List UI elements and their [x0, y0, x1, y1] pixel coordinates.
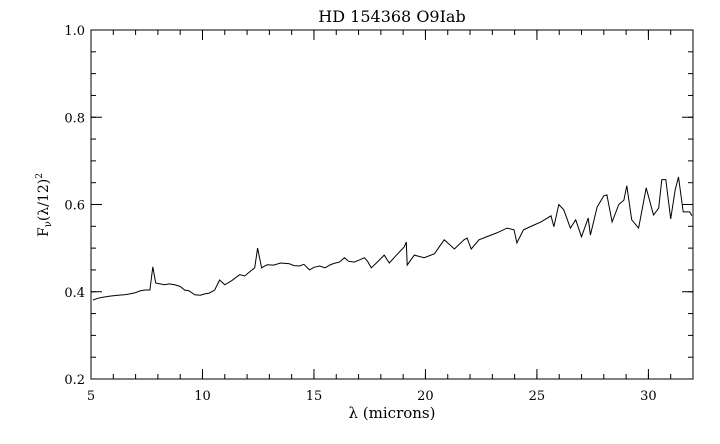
series-line — [92, 176, 693, 301]
y-axis-label-sup: 2 — [35, 173, 45, 179]
x-tick-label: 25 — [529, 389, 546, 404]
x-tick-labels: 5 10 15 20 25 30 — [87, 389, 657, 404]
x-axis-label: λ (microns) — [349, 404, 436, 422]
y-tick-label: 0.8 — [64, 111, 85, 126]
plot-frame — [90, 29, 694, 380]
y-tick-labels: 0.2 0.4 0.6 0.8 1.0 — [64, 24, 85, 388]
x-tick-label: 20 — [417, 389, 434, 404]
x-tick-label: 5 — [87, 389, 95, 404]
y-axis-label-sub: ν — [43, 221, 54, 227]
y-tick-label: 0.2 — [64, 373, 85, 388]
axis-ticks — [90, 29, 694, 380]
chart-title: HD 154368 O9Iab — [318, 7, 465, 26]
x-tick-label: 30 — [640, 389, 657, 404]
x-tick-label: 10 — [194, 389, 211, 404]
y-tick-label: 1.0 — [64, 24, 85, 39]
y-tick-label: 0.4 — [64, 286, 85, 301]
y-axis-label-main: F — [36, 227, 52, 237]
x-tick-label: 15 — [306, 389, 323, 404]
y-tick-label: 0.6 — [64, 199, 85, 214]
y-axis-label: Fν(λ/12)2 — [35, 173, 54, 237]
y-axis-label-rest: (λ/12) — [36, 179, 52, 221]
